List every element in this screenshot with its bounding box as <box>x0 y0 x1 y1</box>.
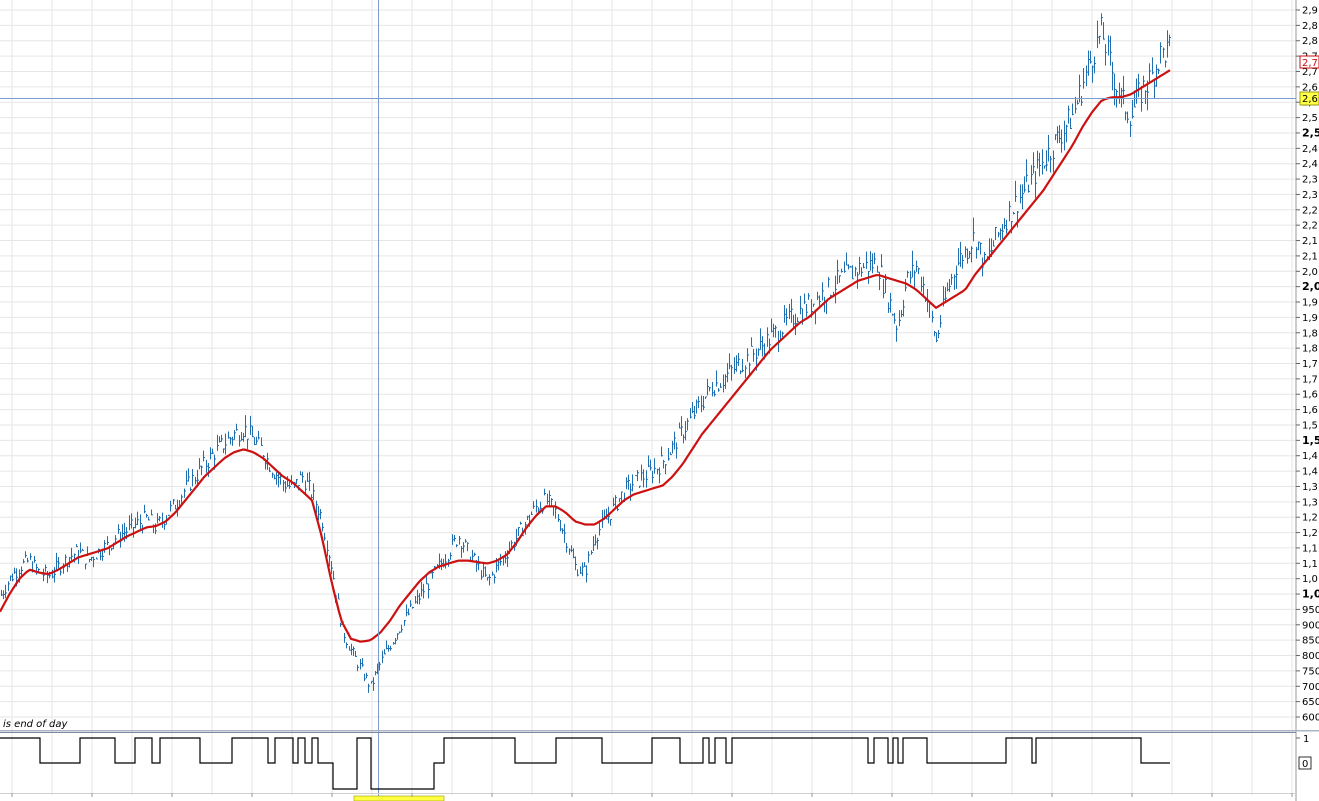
y-tick-label: 900 <box>1302 620 1319 631</box>
y-tick-label: 850 <box>1302 636 1319 647</box>
indicator-axis: 10 <box>11 734 1312 797</box>
y-tick-label: 1,5 <box>1302 420 1318 431</box>
crosshair-date-tag <box>353 795 445 801</box>
y-tick-label: 1,0 <box>1302 588 1319 601</box>
y-tick-label: 1,0 <box>1302 574 1318 585</box>
indicator-tick-label: 1 <box>1303 734 1309 745</box>
y-tick-label: 750 <box>1302 666 1319 677</box>
y-tick-label: 1,3 <box>1302 497 1318 508</box>
y-tick-label: 2,9 <box>1302 6 1318 17</box>
y-tick-label: 600 <box>1302 713 1319 724</box>
y-tick-label: 1,5 <box>1302 434 1319 447</box>
y-tick-label: 2,0 <box>1302 267 1318 278</box>
pane-status-text: is end of day <box>3 719 68 730</box>
y-tick-label: 700 <box>1302 682 1319 693</box>
y-tick-label: 1,7 <box>1302 359 1318 370</box>
y-tick-label: 1,4 <box>1302 467 1318 478</box>
current-price-tag-label: 2,7 <box>1302 58 1318 69</box>
y-tick-label: 1,1 <box>1302 543 1318 554</box>
price-bars-series <box>1 13 1171 693</box>
y-tick-label: 1,1 <box>1302 559 1318 570</box>
y-tick-label: 2,2 <box>1302 221 1318 232</box>
price-axis-tags: 2,7 2,6 <box>1299 55 1319 106</box>
y-tick-label: 2,6 <box>1302 82 1318 93</box>
indicator-step-line <box>0 737 1170 790</box>
y-tick-label: 2,1 <box>1302 236 1318 247</box>
crosshair-price-tag-label: 2,6 <box>1302 94 1318 105</box>
y-tick-label: 1,3 <box>1302 482 1318 493</box>
y-tick-label: 1,6 <box>1302 405 1318 416</box>
y-tick-label: 2,3 <box>1302 190 1318 201</box>
y-tick-label: 950 <box>1302 605 1319 616</box>
y-tick-label: 2,5 <box>1302 113 1318 124</box>
pane-separator <box>0 730 1319 732</box>
indicator-value-tag-label: 0 <box>1302 759 1308 770</box>
price-grid <box>0 0 1296 795</box>
y-tick-label: 1,9 <box>1302 313 1318 324</box>
y-tick-label: 1,9 <box>1302 298 1318 309</box>
y-tick-label: 2,8 <box>1302 36 1318 47</box>
y-tick-label: 1,6 <box>1302 390 1318 401</box>
y-tick-label: 1,7 <box>1302 374 1318 385</box>
moving-average-series <box>0 69 1171 643</box>
y-tick-label: 2,3 <box>1302 175 1318 186</box>
y-tick-label: 2,2 <box>1302 205 1318 216</box>
y-tick-label: 2,7 <box>1302 67 1318 78</box>
y-tick-label: 2,8 <box>1302 21 1318 32</box>
y-tick-label: 1,8 <box>1302 344 1318 355</box>
y-tick-label: 1,2 <box>1302 513 1318 524</box>
y-tick-label: 1,4 <box>1302 451 1318 462</box>
moving-average-line <box>0 69 1171 643</box>
y-tick-label: 2,4 <box>1302 144 1318 155</box>
y-tick-label: 650 <box>1302 697 1319 708</box>
price-axis[interactable]: 600 650 700 750 800 850 900 950 1,0 1,0 1,1 1,1 1,2 1… <box>1295 0 1319 801</box>
indicator-value-tag <box>1298 756 1312 770</box>
y-tick-label: 2,1 <box>1302 251 1318 262</box>
y-tick-label: 2,4 <box>1302 159 1318 170</box>
current-price-tag <box>1299 55 1319 69</box>
y-tick-label: 2,0 <box>1302 280 1319 293</box>
y-tick-label: 1,8 <box>1302 328 1318 339</box>
crosshair-price-tag <box>1299 91 1319 106</box>
y-tick-label: 1,2 <box>1302 528 1318 539</box>
indicator-pane[interactable] <box>0 730 1319 794</box>
y-tick-label: 800 <box>1302 651 1319 662</box>
y-tick-label: 2,5 <box>1302 126 1319 139</box>
